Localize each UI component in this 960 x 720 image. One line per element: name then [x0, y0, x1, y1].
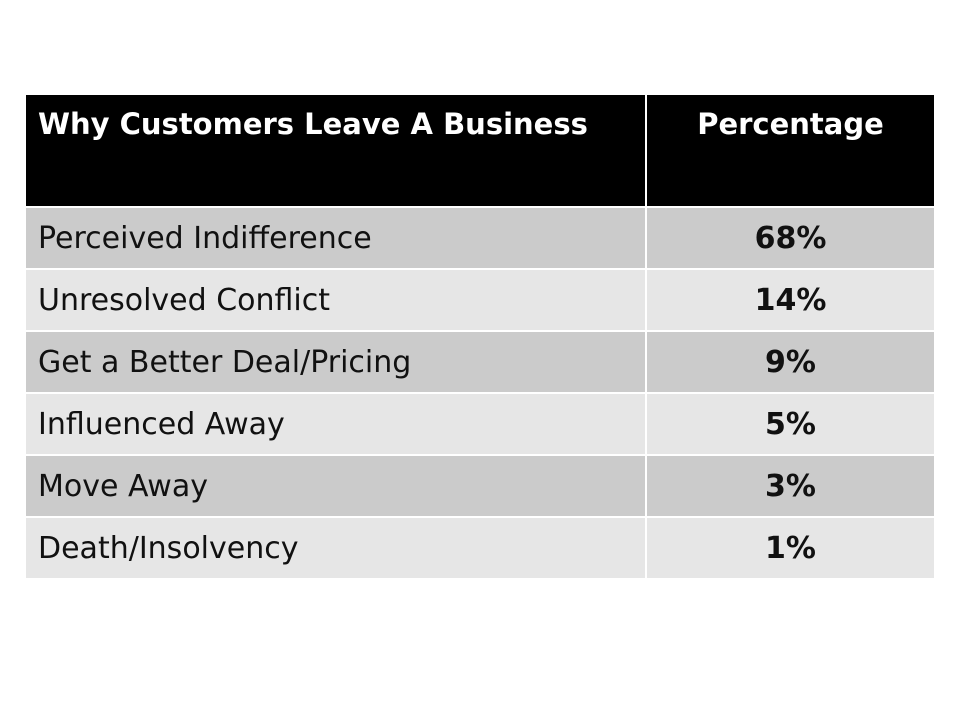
header-percentage: Percentage [646, 95, 934, 208]
reason-cell: Unresolved Conflict [26, 269, 647, 332]
reason-cell: Move Away [26, 455, 647, 518]
table-header-row: Why Customers Leave A Business Percentag… [26, 95, 934, 208]
table-row: Get a Better Deal/Pricing 9% [26, 331, 934, 394]
table-row: Move Away 3% [26, 455, 934, 518]
reason-cell: Perceived Indifference [26, 207, 647, 270]
header-reason: Why Customers Leave A Business [26, 95, 647, 208]
reason-cell: Death/Insolvency [26, 517, 647, 580]
table-row: Death/Insolvency 1% [26, 517, 934, 580]
reasons-table: Why Customers Leave A Business Percentag… [26, 95, 934, 580]
table-row: Influenced Away 5% [26, 393, 934, 456]
reason-cell: Influenced Away [26, 393, 647, 456]
reason-cell: Get a Better Deal/Pricing [26, 331, 647, 394]
percentage-cell: 5% [646, 393, 934, 456]
table-row: Perceived Indifference 68% [26, 207, 934, 270]
percentage-cell: 1% [646, 517, 934, 580]
percentage-cell: 9% [646, 331, 934, 394]
percentage-cell: 3% [646, 455, 934, 518]
percentage-cell: 68% [646, 207, 934, 270]
table-row: Unresolved Conflict 14% [26, 269, 934, 332]
percentage-cell: 14% [646, 269, 934, 332]
